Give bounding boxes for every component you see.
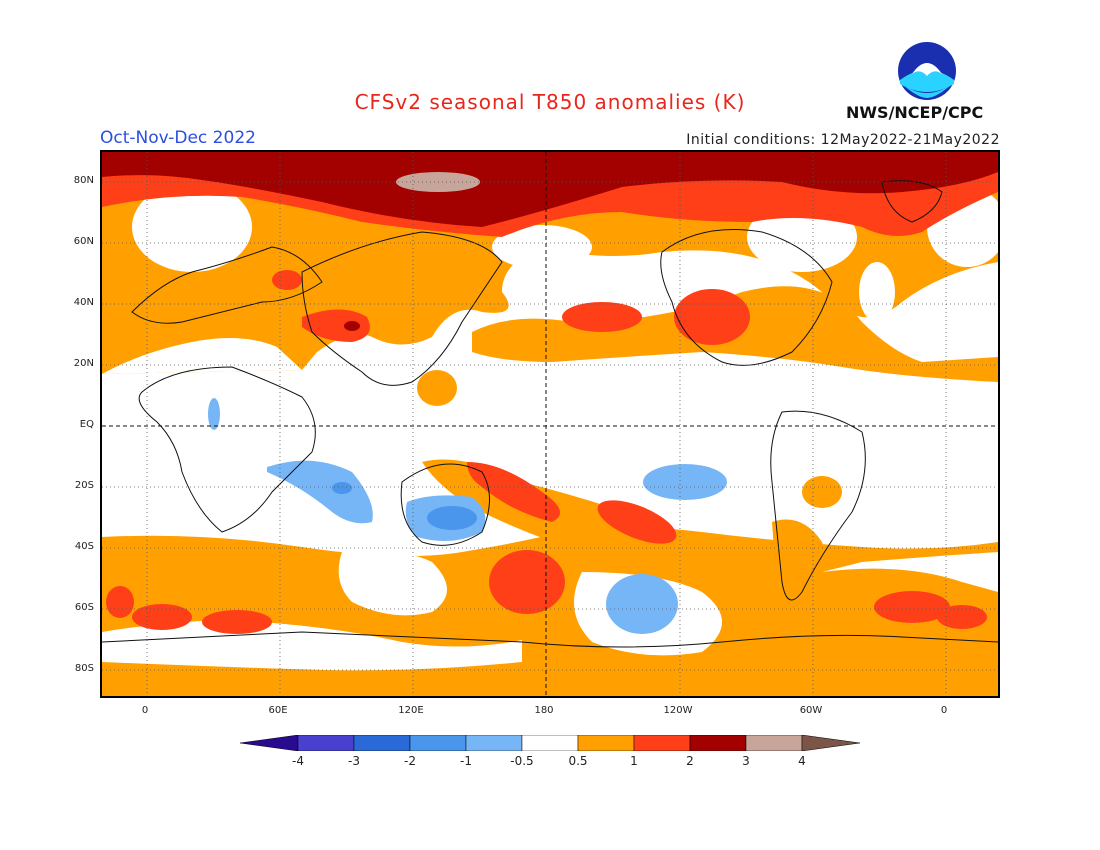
map-title: CFSv2 seasonal T850 anomalies (K) <box>354 90 746 114</box>
coastline-greenland <box>881 180 943 223</box>
lon-label-0-right: 0 <box>940 705 948 716</box>
orange-anomaly-s-atlantic <box>802 476 842 508</box>
neutral-south-atlantic <box>822 552 998 592</box>
colorbar-segment-4 <box>465 734 523 752</box>
red-anomaly-s-indian-2 <box>202 610 272 634</box>
colorbar-segment-6 <box>577 734 635 752</box>
agency-label: NWS/NCEP/CPC <box>846 103 984 122</box>
colorbar-segment-1 <box>297 734 355 752</box>
red-anomaly-s-pacific <box>597 500 677 544</box>
colorbar-segment-5 <box>521 734 579 752</box>
blue-anomaly-africa <box>208 398 220 430</box>
lat-label-40s: 40S <box>74 541 94 552</box>
colorbar-label-3: 3 <box>742 754 750 768</box>
initial-conditions-label: Initial conditions: 12May2022-21May2022 <box>686 132 1000 148</box>
anomaly-map <box>100 150 1000 698</box>
orange-anomaly-w-pacific <box>417 370 457 406</box>
colorbar-segment-10 <box>801 734 861 752</box>
coastline-asia <box>301 231 503 386</box>
lon-label-0: 0 <box>141 705 149 716</box>
lat-label-eq: EQ <box>79 419 94 430</box>
red-anomaly-asia <box>302 309 370 342</box>
lon-label-120w: 120W <box>663 705 693 716</box>
red-anomaly-tasman <box>489 550 565 614</box>
orange-anomaly-antarctic-strip <box>102 690 998 696</box>
colorbar-segment-8 <box>689 734 747 752</box>
noaa-logo <box>896 40 958 106</box>
blue-anomaly-s-pacific <box>643 464 727 500</box>
red-anomaly-pacific-north <box>562 302 642 332</box>
red-anomaly-sw-pacific <box>467 462 560 522</box>
neutral-north-africa <box>102 338 302 374</box>
red-spot-middle-east <box>272 270 302 290</box>
colorbar-label--4: -4 <box>292 754 304 768</box>
neutral-southern-ocean <box>102 620 522 671</box>
colorbar-label--2: -2 <box>404 754 416 768</box>
lat-label-60n: 60N <box>73 236 94 247</box>
lon-label-120e: 120E <box>398 705 424 716</box>
coastline-africa <box>138 366 316 533</box>
colorbar-segment-2 <box>353 734 411 752</box>
coastline-australia <box>400 463 490 546</box>
lat-label-80s: 80S <box>74 663 94 674</box>
colorbar-segment-3 <box>409 734 467 752</box>
dark-red-spot-asia <box>344 321 360 331</box>
neutral-europe <box>132 182 252 272</box>
season-label: Oct-Nov-Dec 2022 <box>100 128 256 148</box>
colorbar-label--0.5: -0.5 <box>510 754 534 768</box>
blue-anomaly-southern-ocean <box>606 574 678 634</box>
colorbar-segment-9 <box>745 734 803 752</box>
lat-label-60s: 60S <box>74 602 94 613</box>
colorbar-label-2: 2 <box>686 754 694 768</box>
coastline-south-america <box>770 410 866 601</box>
colorbar-segment-7 <box>633 734 691 752</box>
lon-label-60w: 60W <box>799 705 823 716</box>
neutral-south-indian <box>338 550 447 616</box>
colorbar <box>239 734 862 755</box>
colorbar-label-1: 1 <box>630 754 638 768</box>
coastline-north-america <box>660 229 833 366</box>
lon-label-60e: 60E <box>268 705 288 716</box>
colorbar-segment-0 <box>239 734 299 752</box>
red-spot-sw <box>106 586 134 618</box>
colorbar-label-0.5: 0.5 <box>568 754 588 768</box>
blue-anomaly-s-indian <box>267 460 373 524</box>
gridlines <box>102 152 998 696</box>
colorbar-label--1: -1 <box>460 754 472 768</box>
anomaly-map-canvas <box>102 152 998 696</box>
red-anomaly-north-america <box>674 289 750 345</box>
lat-label-40n: 40N <box>73 297 94 308</box>
dark-red-anomaly-arctic <box>102 152 998 227</box>
neutral-na-atlantic <box>859 262 895 322</box>
coastlines <box>102 180 998 648</box>
colorbar-label--3: -3 <box>348 754 360 768</box>
lat-label-20s: 20S <box>74 480 94 491</box>
mid-blue-spot-australia <box>427 506 477 530</box>
red-anomaly-s-atlantic-2 <box>937 605 987 629</box>
lat-label-80n: 80N <box>73 175 94 186</box>
coastline-europe <box>131 246 323 324</box>
lon-label-180: 180 <box>534 705 554 716</box>
lat-label-20n: 20N <box>73 358 94 369</box>
mid-blue-spot-s-indian <box>332 482 352 494</box>
colorbar-label-4: 4 <box>798 754 806 768</box>
neutral-pacific-nw <box>492 225 592 269</box>
red-anomaly-s-indian-1 <box>132 604 192 630</box>
coastline-antarctica <box>102 631 998 648</box>
red-anomaly-s-atlantic-1 <box>874 591 950 623</box>
